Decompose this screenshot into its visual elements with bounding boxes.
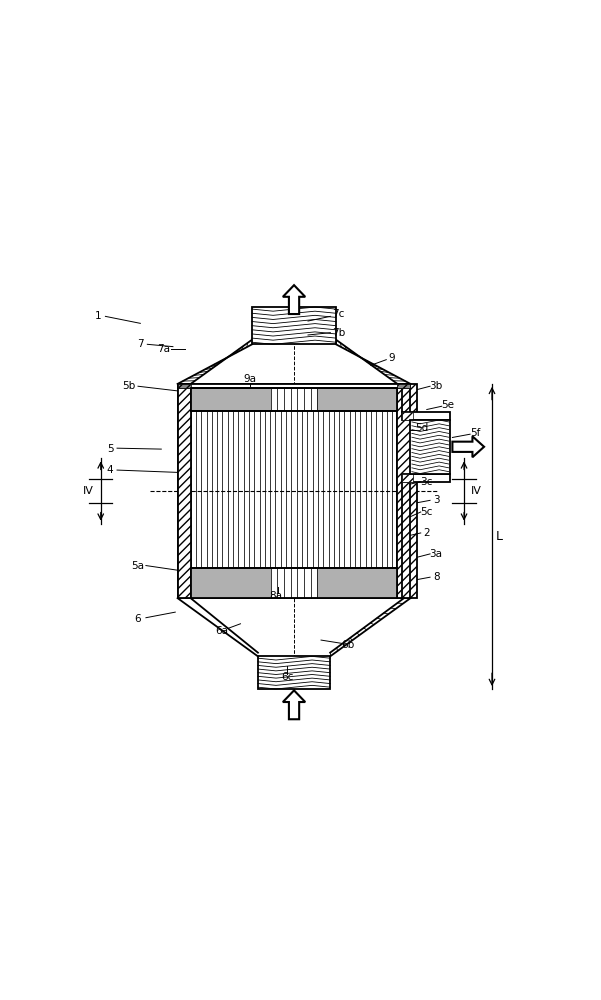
Text: 5d: 5d xyxy=(415,423,429,433)
Bar xyxy=(178,384,191,388)
Text: 5f: 5f xyxy=(471,428,481,438)
Bar xyxy=(178,384,410,388)
Text: 8a: 8a xyxy=(269,591,282,601)
Text: 3: 3 xyxy=(433,495,439,505)
Text: 7: 7 xyxy=(137,339,144,349)
Bar xyxy=(270,389,317,410)
Text: 5: 5 xyxy=(107,444,114,454)
Text: 5a: 5a xyxy=(132,561,144,571)
Bar xyxy=(402,412,412,420)
Text: 3b: 3b xyxy=(430,381,443,391)
Bar xyxy=(410,420,450,474)
Bar xyxy=(178,384,410,598)
Text: 8: 8 xyxy=(433,572,439,582)
Text: 5c: 5c xyxy=(421,507,433,517)
Bar xyxy=(402,474,450,482)
Bar xyxy=(252,307,336,344)
Text: IV: IV xyxy=(471,486,482,496)
Bar xyxy=(397,384,410,598)
FancyArrow shape xyxy=(283,690,305,719)
Text: 5b: 5b xyxy=(122,381,135,391)
Bar xyxy=(397,384,410,388)
Text: IV: IV xyxy=(83,486,94,496)
Text: 1: 1 xyxy=(95,311,102,321)
Text: 3c: 3c xyxy=(421,477,433,487)
Text: 7a: 7a xyxy=(157,344,170,354)
Bar xyxy=(191,568,397,598)
Bar xyxy=(191,388,397,411)
Text: 7c: 7c xyxy=(332,309,344,319)
Text: 6a: 6a xyxy=(215,626,228,636)
Bar xyxy=(270,569,317,597)
Text: 2: 2 xyxy=(424,528,430,538)
Bar xyxy=(402,412,450,420)
Text: 4: 4 xyxy=(107,465,114,475)
FancyArrow shape xyxy=(283,285,305,314)
Text: 9a: 9a xyxy=(243,374,256,384)
Text: 6b: 6b xyxy=(341,640,354,650)
Text: 7b: 7b xyxy=(332,328,345,338)
FancyArrow shape xyxy=(453,436,484,457)
Text: 3a: 3a xyxy=(430,549,442,559)
Text: 6: 6 xyxy=(135,614,141,624)
Bar xyxy=(402,474,412,482)
Text: 5e: 5e xyxy=(441,400,454,410)
Text: 6c: 6c xyxy=(281,672,293,682)
Text: L: L xyxy=(495,530,502,543)
Bar xyxy=(178,384,191,598)
Bar xyxy=(258,656,330,689)
Bar xyxy=(397,384,417,598)
Text: 9: 9 xyxy=(388,353,395,363)
